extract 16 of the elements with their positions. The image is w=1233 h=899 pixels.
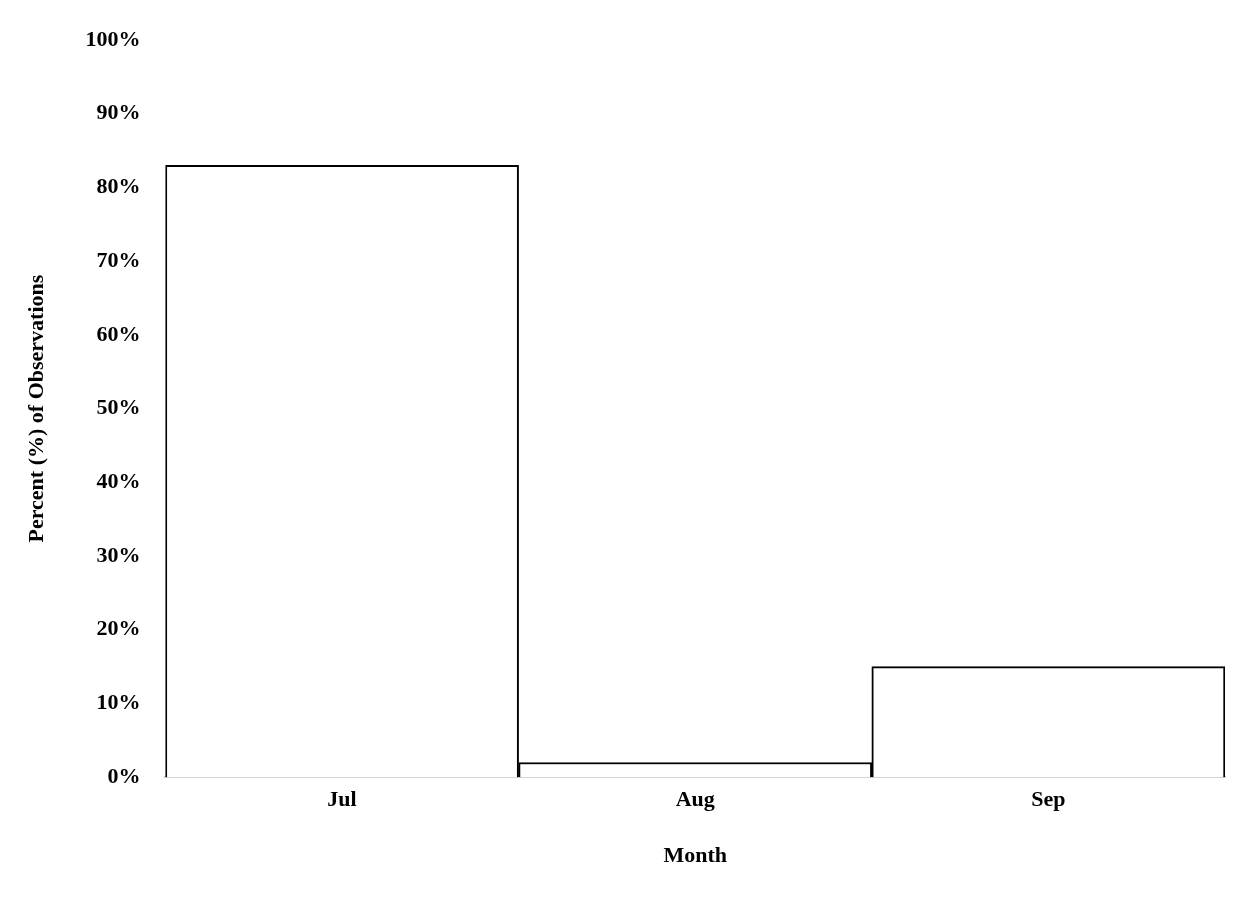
y-tick-label: 50%	[96, 394, 141, 420]
y-axis-title: Percent (%) of Observations	[22, 274, 48, 543]
y-tick-label: 20%	[96, 615, 141, 641]
y-tick-label: 100%	[85, 25, 141, 51]
y-tick-label: 0%	[107, 762, 141, 788]
y-tick-label: 10%	[96, 689, 141, 715]
x-tick-label: Jul	[327, 786, 357, 812]
x-tick-label: Sep	[1031, 786, 1066, 812]
y-tick-label: 70%	[96, 246, 141, 272]
x-axis-title: Month	[663, 842, 727, 868]
y-tick-label: 90%	[96, 99, 141, 125]
y-tick-label: 80%	[96, 173, 141, 199]
y-tick-label: 30%	[96, 541, 141, 567]
y-tick-label: 40%	[96, 468, 141, 494]
x-tick-label: Aug	[675, 786, 715, 812]
y-tick-label: 60%	[96, 320, 141, 346]
